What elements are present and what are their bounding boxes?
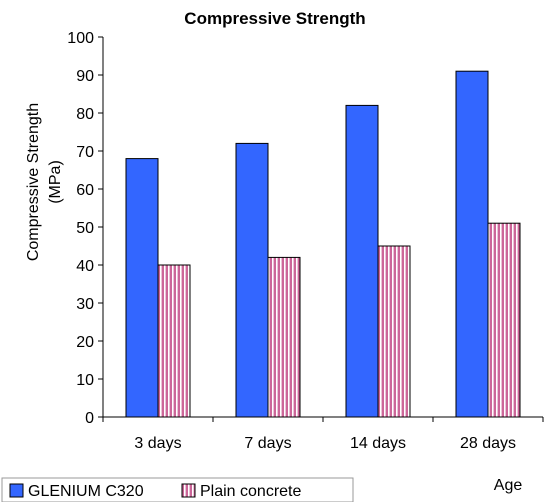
bar-plain-14-days: [377, 245, 411, 418]
y-axis-label-line-1: Compressive Strength: [25, 103, 42, 261]
legend-box: [1, 477, 354, 502]
y-tick-label: 80: [76, 106, 94, 123]
y-tick-label: 50: [76, 220, 94, 237]
bar-glenium-7-days: [235, 142, 269, 418]
y-tick-label: 60: [76, 182, 94, 199]
bar-glenium-14-days: [345, 104, 379, 418]
plot-area: 0 10 20 30 40 50 60 70 80 90 100 3 days 7 days 14 day…: [67, 30, 544, 452]
y-tick-label: 30: [76, 296, 94, 313]
legend-label-glenium: GLENIUM C320: [28, 483, 144, 500]
chart-title: Compressive Strength: [184, 9, 365, 28]
y-axis-label-line-2: (MPa): [47, 160, 64, 204]
y-tick-label: 100: [67, 30, 94, 47]
bar-plain-7-days: [267, 256, 301, 418]
x-axis-label: Age: [494, 477, 523, 494]
y-tick-label: 0: [85, 410, 94, 427]
legend-label-plain: Plain concrete: [200, 483, 301, 500]
x-tick-label: 14 days: [350, 435, 406, 452]
x-tick-label: 28 days: [460, 435, 516, 452]
legend-swatch-glenium: [9, 483, 24, 498]
x-tick-label: 3 days: [134, 435, 181, 452]
bar-glenium-28-days: [455, 70, 489, 418]
y-tick-label: 90: [76, 68, 94, 85]
bar-plain-3-days: [157, 264, 191, 418]
bar-glenium-3-days: [125, 158, 159, 418]
y-tick-label: 10: [76, 372, 94, 389]
x-tick-label: 7 days: [244, 435, 291, 452]
y-tick-label: 20: [76, 334, 94, 351]
y-tick-label: 40: [76, 258, 94, 275]
y-tick-label: 70: [76, 144, 94, 161]
bar-plain-28-days: [487, 222, 521, 418]
legend-swatch-plain: [181, 483, 196, 498]
